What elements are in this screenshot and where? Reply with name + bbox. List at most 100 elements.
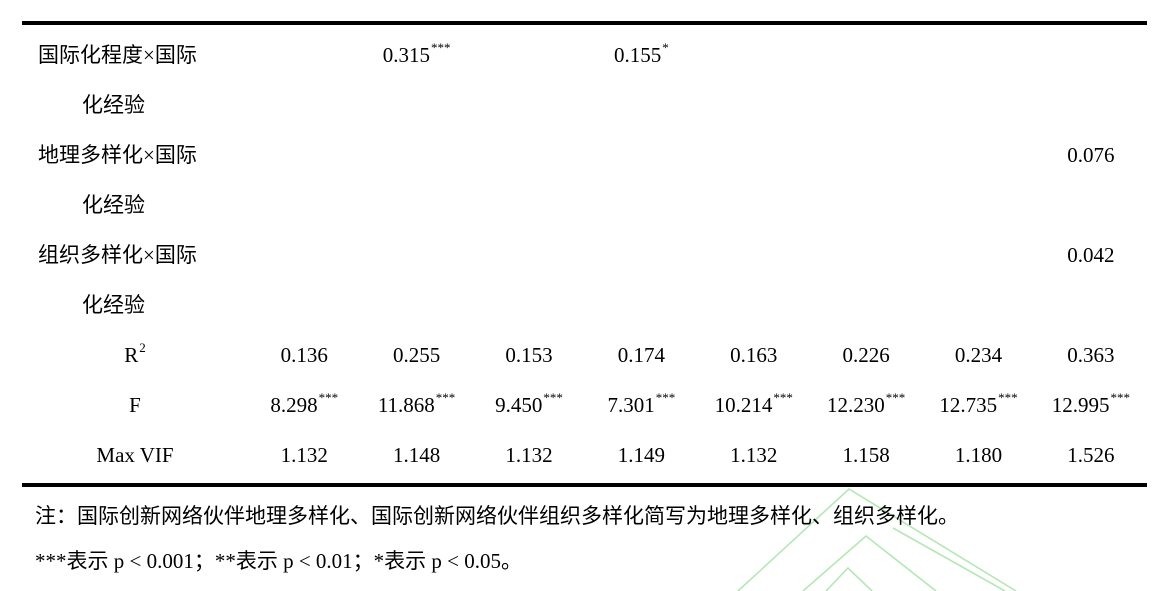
cell-text: 0.363: [1067, 342, 1115, 367]
table-top-rule: [22, 21, 1147, 25]
table-cell: [698, 80, 810, 130]
table-cell: [698, 280, 810, 330]
cell-text: 0.174: [617, 342, 665, 367]
cell-text: 0.163: [730, 342, 778, 367]
row-label: 国际化程度×国际: [22, 30, 248, 80]
cell-text: 0.226: [842, 342, 890, 367]
table-cell: 0.155 *: [613, 40, 669, 67]
regression-results-table: 国际化程度×国际 0.315 *** 0.155 * 化经验 地理多样化×国际 0.076 化经…: [22, 30, 1147, 480]
cell-text: 0.315: [382, 42, 430, 67]
cell-text: 0.153: [505, 342, 553, 367]
table-cell: [473, 30, 585, 80]
table-bottom-rule: [22, 483, 1147, 487]
table-cell: [360, 80, 472, 130]
table-cell: 1.148: [360, 430, 472, 480]
table-cell: [922, 80, 1034, 130]
table-cell: [810, 130, 922, 180]
table-cell: 7.301 ***: [607, 390, 676, 417]
table-cell: [698, 230, 810, 280]
table-cell: 1.158: [810, 430, 922, 480]
cell-text: 1.132: [280, 442, 328, 467]
row-label: 化经验: [22, 80, 248, 130]
cell-text: 1.158: [842, 442, 890, 467]
row-label: Max VIF: [22, 430, 248, 480]
table-cell: 0.315 ***: [382, 40, 451, 67]
note-abbreviation: 注：国际创新网络伙伴地理多样化、国际创新网络伙伴组织多样化简写为地理多样化、组织…: [35, 504, 959, 528]
table-cell: [922, 230, 1034, 280]
table-cell: [1035, 280, 1147, 330]
table-cell: 0.136: [248, 330, 360, 380]
table-cell: [810, 30, 922, 80]
cell-text: 11.868: [377, 392, 435, 417]
table-cell: [248, 180, 360, 230]
cell-text: 1.148: [392, 442, 441, 467]
table-cell: 0.255: [360, 330, 472, 380]
table-cell: 0.226: [810, 330, 922, 380]
table-cell: [810, 280, 922, 330]
table-cell: [473, 180, 585, 230]
cell-text: 0.155: [613, 42, 662, 67]
table-cell: 10.214 ***: [714, 390, 793, 417]
table-cell: 12.230 ***: [826, 390, 906, 417]
cell-text: F: [129, 392, 141, 417]
table-cell: 1.526: [1035, 430, 1147, 480]
cell-text: 地理多样化×国际: [38, 142, 197, 167]
cell-text: 1.132: [505, 442, 553, 467]
table-cell: [1035, 30, 1147, 80]
cell-text: 组织多样化×国际: [38, 242, 197, 267]
table-cell: 12.735 ***: [939, 390, 1018, 417]
table-cell: 8.298 ***: [270, 390, 339, 417]
cell-text: 化经验: [82, 192, 145, 217]
table-cell: [698, 130, 810, 180]
table-cell: 1.149: [585, 430, 697, 480]
cell-text: 0.042: [1067, 242, 1115, 267]
table-cell: 1.132: [248, 430, 360, 480]
table-cell: [473, 130, 585, 180]
cell-text: 0.255: [392, 342, 441, 367]
table-cell: [698, 30, 810, 80]
table-cell: 9.450 ***: [495, 390, 563, 417]
cell-text: 化经验: [82, 92, 145, 117]
row-label: F: [22, 380, 248, 430]
row-label: 组织多样化×国际: [22, 230, 248, 280]
table-cell: [922, 130, 1034, 180]
table-cell: [473, 80, 585, 130]
row-label: 化经验: [22, 180, 248, 230]
cell-text: 9.450: [495, 392, 543, 417]
cell-text: 7.301: [607, 392, 655, 417]
table-cell: 1.132: [698, 430, 810, 480]
cell-text: R: [124, 342, 139, 367]
cell-text: 化经验: [82, 292, 145, 317]
cell-text: Max VIF: [96, 442, 174, 467]
cell-text: 12.735: [939, 392, 998, 417]
table-cell: 12.995 ***: [1051, 390, 1130, 417]
table-cell: [360, 130, 472, 180]
cell-text: 0.234: [954, 342, 1003, 367]
cell-text: 8.298: [270, 392, 318, 417]
cell-text: 1.526: [1067, 442, 1115, 467]
table-cell: [1035, 180, 1147, 230]
cell-text: 12.230: [826, 392, 885, 417]
table-cell: 11.868 ***: [377, 390, 456, 417]
table-cell: 0.363: [1035, 330, 1147, 380]
row-label: 化经验: [22, 280, 248, 330]
table-cell: 0.174: [585, 330, 697, 380]
table-cell: [248, 280, 360, 330]
table-cell: [248, 80, 360, 130]
table-cell: [360, 230, 472, 280]
cell-text: 国际化程度×国际: [38, 42, 197, 67]
cell-text: 1.180: [954, 442, 1003, 467]
table-cell: [473, 280, 585, 330]
cell-text: 1.149: [617, 442, 665, 467]
table-cell: [585, 180, 697, 230]
cell-text: 0.076: [1067, 142, 1115, 167]
table-cell: [922, 30, 1034, 80]
table-cell: 0.234: [922, 330, 1034, 380]
table-cell: [248, 230, 360, 280]
table-cell: [698, 180, 810, 230]
table-cell: [922, 180, 1034, 230]
table-cell: [248, 130, 360, 180]
cell-text: 0.136: [280, 342, 328, 367]
